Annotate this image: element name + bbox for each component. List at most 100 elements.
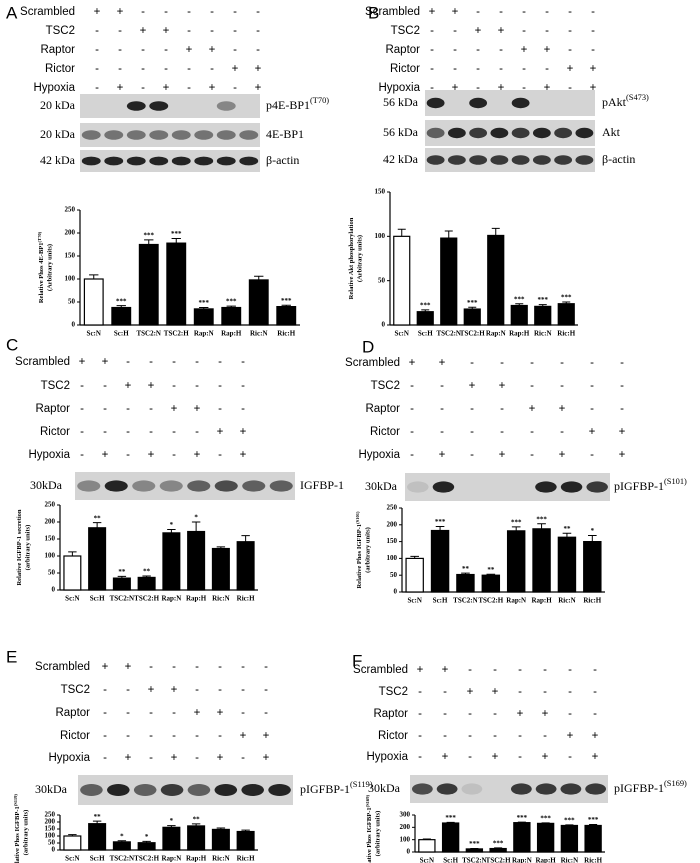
condition-mark: +: [102, 356, 109, 368]
x-tick-label: TSC2:H: [134, 595, 159, 603]
blot-label-main: pAkt: [602, 95, 627, 109]
condition-mark: -: [126, 449, 130, 461]
condition-mark: -: [195, 752, 199, 764]
x-tick-label: Ric:H: [237, 855, 255, 863]
condition-label: Raptor: [40, 44, 75, 56]
blot-size: 20 kDa: [40, 127, 76, 141]
x-tick-label: Ric:N: [534, 330, 552, 338]
blot-label: pIGFBP-1(S101): [614, 477, 687, 492]
x-tick-label: Sc:N: [395, 330, 409, 338]
condition-mark: -: [543, 730, 547, 742]
bar: [506, 530, 526, 593]
y-axis-label-main: Relative IGFBP-1 secretion: [16, 509, 23, 585]
x-tick-label: Rap:N: [161, 595, 181, 603]
significance: ***: [540, 815, 551, 823]
error-bar: [142, 575, 151, 578]
condition-mark: -: [218, 403, 222, 415]
panel: E Scrambled + + - - - - - - TSC2 - - + + - - - - Raptor - - - -…: [6, 647, 373, 863]
y-tick-label: 200: [387, 520, 398, 528]
blot-band: [104, 130, 124, 140]
condition-mark: -: [103, 752, 107, 764]
bar: [405, 557, 424, 593]
condition-mark: +: [148, 449, 155, 461]
condition-mark: +: [590, 63, 597, 75]
condition-mark: -: [187, 25, 191, 37]
error-bar: [491, 227, 500, 236]
blot-label-sup: (S169): [664, 779, 687, 788]
panel-letter: C: [6, 335, 18, 354]
blot-band: [469, 127, 488, 139]
condition-mark: -: [493, 708, 497, 720]
blot-band: [447, 127, 466, 139]
condition-mark: +: [217, 752, 224, 764]
condition-mark: +: [559, 403, 566, 415]
blot-band: [490, 127, 509, 139]
y-tick-label: 250: [45, 811, 56, 819]
blot-label: p4E-BP1(T70): [266, 96, 329, 111]
condition-mark: +: [417, 664, 424, 676]
condition-mark: -: [141, 63, 145, 75]
x-tick-label: TSC2:H: [164, 330, 189, 338]
condition-mark: -: [241, 403, 245, 415]
blot-label-main: β-actin: [602, 152, 635, 166]
bar: [88, 823, 107, 851]
y-axis-label-units: (arbitrary units): [22, 810, 29, 856]
x-tick-label: Ric:H: [584, 857, 602, 863]
condition-mark: -: [172, 661, 176, 673]
condition-mark: -: [476, 82, 480, 94]
error-bar: [562, 301, 571, 304]
condition-mark: +: [255, 82, 262, 94]
bar: [138, 243, 159, 326]
blot-band: [461, 783, 483, 795]
bar: [536, 822, 555, 853]
condition-mark: +: [217, 426, 224, 438]
condition-label: Scrambled: [15, 356, 70, 368]
condition-mark: -: [103, 426, 107, 438]
blot-band: [80, 784, 103, 796]
condition-mark: -: [410, 403, 414, 415]
x-tick-label: TSC2:H: [134, 855, 159, 863]
bar: [584, 824, 602, 853]
significance: ***: [171, 230, 182, 238]
bar: [187, 825, 206, 851]
bar: [393, 235, 411, 326]
condition-mark: +: [171, 752, 178, 764]
condition-mark: -: [468, 708, 472, 720]
blot-label-main: p4E-BP1: [266, 98, 310, 112]
condition-mark: +: [529, 403, 536, 415]
condition-mark: -: [560, 380, 564, 392]
condition-mark: -: [264, 684, 268, 696]
condition-mark: -: [470, 426, 474, 438]
x-tick-label: Sc:H: [90, 855, 105, 863]
y-tick-label: 50: [378, 276, 386, 284]
condition-mark: -: [410, 426, 414, 438]
condition-mark: -: [545, 6, 549, 18]
condition-mark: +: [442, 664, 449, 676]
y-tick-label: 100: [45, 552, 56, 560]
y-tick-label: 0: [407, 848, 411, 856]
x-tick-label: Ric:N: [558, 597, 576, 605]
condition-mark: -: [103, 403, 107, 415]
condition-mark: -: [80, 403, 84, 415]
bar: [112, 841, 131, 851]
bar: [560, 824, 579, 853]
significance: *: [170, 521, 174, 529]
condition-mark: -: [141, 44, 145, 56]
significance: **: [143, 568, 151, 576]
condition-mark: +: [186, 44, 193, 56]
condition-label: Scrambled: [35, 661, 90, 673]
y-axis-label: Relative Phos 4E-BP1(T70): [37, 231, 46, 303]
condition-mark: +: [492, 751, 499, 763]
condition-mark: +: [439, 357, 446, 369]
condition-mark: -: [149, 426, 153, 438]
condition-mark: -: [443, 686, 447, 698]
x-tick-label: Sc:H: [114, 330, 129, 338]
error-bar: [216, 827, 226, 830]
condition-mark: +: [194, 449, 201, 461]
condition-mark: -: [568, 686, 572, 698]
condition-mark: -: [264, 707, 268, 719]
condition-mark: -: [620, 380, 624, 392]
error-bar: [171, 238, 181, 244]
